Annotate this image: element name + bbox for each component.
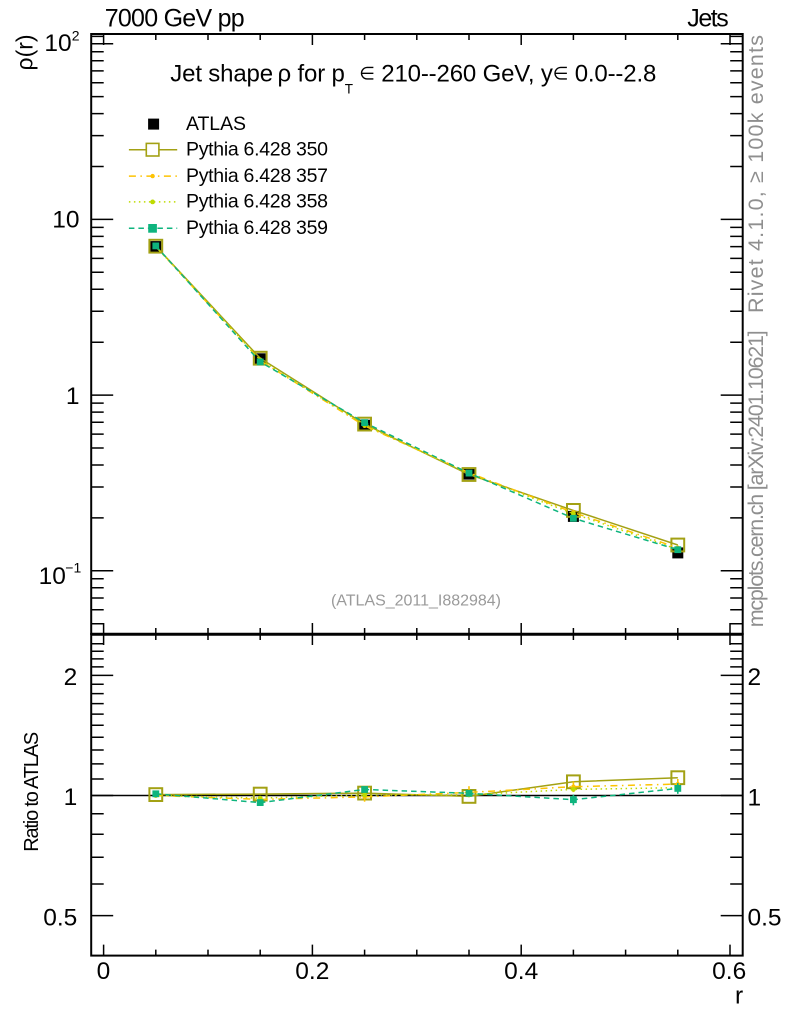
svg-text:0.5: 0.5	[43, 904, 77, 931]
svg-text:10: 10	[52, 207, 79, 234]
svg-text:Jets: Jets	[687, 5, 728, 33]
svg-text:Rivet 4.1.0, ≥ 100k events: Rivet 4.1.0, ≥ 100k events	[744, 35, 768, 313]
svg-text:−1: −1	[65, 560, 81, 576]
svg-text:(ATLAS_2011_I882984): (ATLAS_2011_I882984)	[331, 592, 501, 609]
svg-text:0.2: 0.2	[295, 958, 329, 985]
svg-text:ATLAS: ATLAS	[186, 113, 246, 135]
svg-text:2: 2	[64, 664, 78, 691]
svg-text:Pythia 6.428 359: Pythia 6.428 359	[186, 217, 328, 239]
svg-text:1: 1	[66, 383, 80, 410]
svg-text:10: 10	[44, 30, 71, 57]
svg-text:ρ(r): ρ(r)	[12, 34, 38, 70]
svg-text:0.6: 0.6	[712, 958, 746, 985]
svg-text:10: 10	[39, 563, 66, 590]
svg-text:0.5: 0.5	[748, 904, 782, 931]
svg-text:Ratio to ATLAS: Ratio to ATLAS	[21, 732, 43, 852]
svg-text:7000 GeV pp: 7000 GeV pp	[105, 5, 245, 33]
svg-text:mcplots.cern.ch [arXiv:2401.10: mcplots.cern.ch [arXiv:2401.10621]	[744, 330, 768, 627]
svg-text:Pythia 6.428 358: Pythia 6.428 358	[186, 191, 328, 213]
svg-text:1: 1	[64, 784, 78, 811]
svg-text:2: 2	[72, 28, 80, 44]
svg-text:2: 2	[748, 664, 762, 691]
svg-text:0.4: 0.4	[504, 958, 538, 985]
svg-text:1: 1	[748, 784, 762, 811]
svg-text:r: r	[735, 983, 743, 1010]
svg-text:Pythia 6.428 350: Pythia 6.428 350	[186, 139, 328, 161]
svg-text:Pythia 6.428 357: Pythia 6.428 357	[186, 165, 328, 187]
svg-text:0: 0	[97, 958, 111, 985]
